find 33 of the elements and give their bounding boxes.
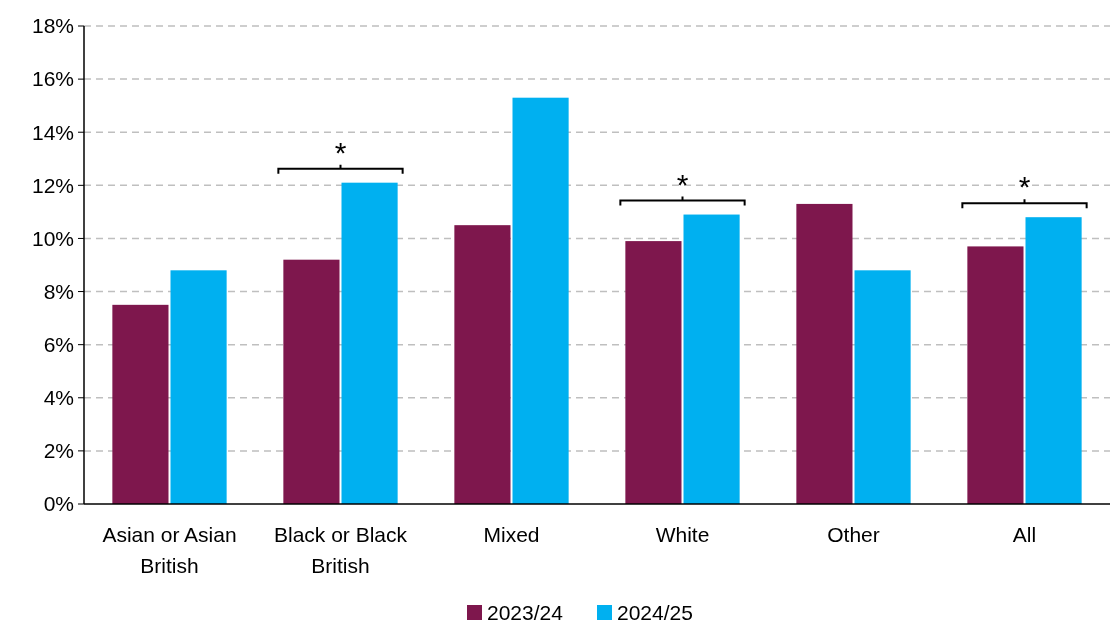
bar [112,304,169,504]
x-tick-label: Asian or Asian British [102,523,237,577]
bar [283,259,340,504]
bar [683,214,740,504]
bar [796,203,853,504]
y-tick-label: 14% [31,120,74,144]
y-tick-label: 16% [31,67,74,91]
y-tick-label: 0% [43,492,74,516]
legend-label: 2024/25 [617,601,693,624]
x-tick-label: White [655,523,710,546]
bar [967,246,1024,504]
x-tick-label: All [1012,523,1037,546]
y-tick-label: 2% [43,439,74,463]
y-tick-label: 6% [43,333,74,357]
y-tick-label: 4% [43,386,74,410]
annotation: * [1018,170,1031,204]
x-tick-label: Other [827,523,880,546]
y-tick-label: 8% [43,279,74,303]
bar [1025,217,1082,504]
bar [341,182,398,504]
bar [454,225,511,504]
annotation: * [676,167,689,201]
x-tick-label: Mixed [483,523,540,546]
y-tick-label: 18% [31,14,74,38]
x-tick-label: Black or Black British [273,523,408,577]
bar [170,270,227,504]
bar [854,270,911,504]
annotation: * [334,135,347,169]
bar [625,241,682,504]
bar [512,97,569,504]
y-tick-label: 10% [31,226,74,250]
y-tick-label: 12% [31,173,74,197]
legend-label: 2023/24 [487,601,564,624]
